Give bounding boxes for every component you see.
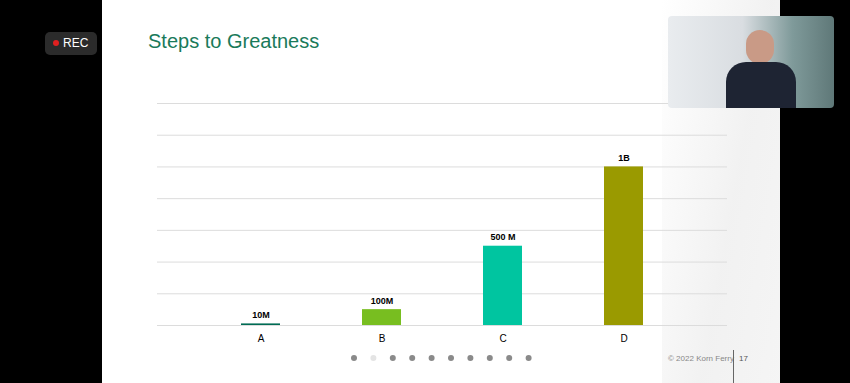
- svg-text:10M: 10M: [252, 310, 270, 320]
- svg-text:B: B: [379, 333, 386, 344]
- html-text:© 2022 Korn Ferry: © 2022 Korn Ferry: [668, 354, 734, 363]
- html-text:REC: REC: [63, 36, 89, 50]
- svg-text:C: C: [499, 333, 506, 344]
- svg-text:1B: 1B: [618, 153, 630, 163]
- svg-text:500 M: 500 M: [490, 232, 515, 242]
- html-text:17: 17: [739, 354, 748, 363]
- svg-text:100M: 100M: [371, 296, 394, 306]
- svg-text:D: D: [620, 333, 627, 344]
- html-text:Steps to Greatness: Steps to Greatness: [148, 30, 320, 52]
- svg-text:A: A: [258, 333, 265, 344]
